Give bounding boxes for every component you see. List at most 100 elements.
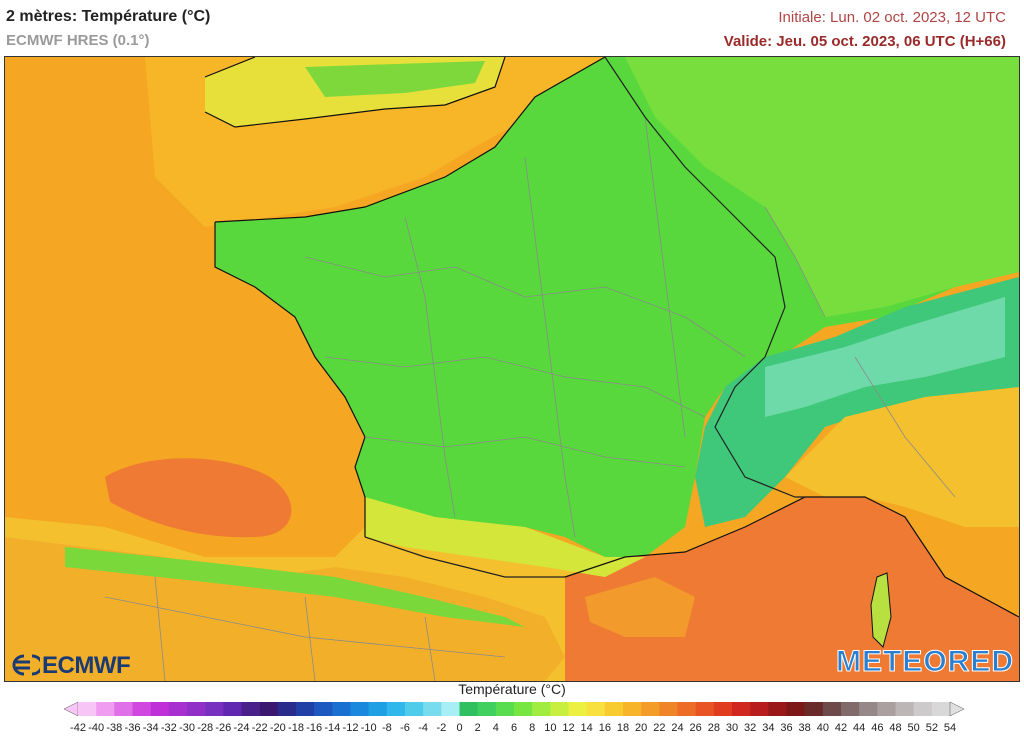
legend-swatch [604, 702, 624, 716]
legend-swatch [477, 702, 497, 716]
legend-ticks: -42 -40 -38 -36 -34 -32 -30 -28 -26 -24 -22 -20 -18-… [0, 722, 1024, 736]
model-label: ECMWF HRES (0.1°) [6, 32, 150, 49]
pyrenees [65, 547, 525, 627]
legend-swatch [459, 702, 478, 716]
legend-tick-label: 38 [798, 722, 811, 734]
legend-swatch [205, 702, 224, 716]
legend-swatch [223, 702, 242, 716]
legend-swatch [277, 702, 297, 716]
legend-tick-label: -14 [324, 722, 341, 734]
legend-swatch [514, 702, 533, 716]
legend-tick-label: 50 [907, 722, 920, 734]
legend-tick-label: 32 [744, 722, 757, 734]
alps-snow [765, 297, 1005, 417]
legend-tick-label: -16 [306, 722, 323, 734]
legend-swatch [586, 702, 606, 716]
legend-swatch [895, 702, 914, 716]
legend-tick-label: -10 [360, 722, 377, 734]
legend-tick-label: 52 [925, 722, 938, 734]
legend-tick-label: 12 [562, 722, 575, 734]
legend-swatch [550, 702, 569, 716]
north-coastline [214, 57, 606, 223]
legend-tick-label: -30 [179, 722, 195, 734]
legend-swatch [822, 702, 842, 716]
legend-tick-label: -24 [233, 722, 250, 734]
po-valley [785, 387, 1019, 527]
legend-swatch [314, 702, 333, 716]
legend-tick-label: 18 [616, 722, 630, 734]
legend-tick-label: -28 [197, 722, 214, 734]
legend-tick-label: 46 [871, 722, 884, 734]
temperature-color-scale [64, 701, 964, 717]
legend-tick-label: 44 [853, 722, 866, 734]
legend-swatch [804, 702, 824, 716]
legend-tick-label: 28 [707, 722, 720, 734]
legend-tick-label: 24 [671, 722, 684, 734]
legend-title: Température (°C) [458, 681, 566, 697]
legend-swatch [495, 702, 515, 716]
legend-swatch [332, 702, 351, 716]
legend-tick-label: 4 [492, 722, 499, 734]
legend-swatch [150, 702, 170, 716]
legend-tick-label: -42 [70, 722, 86, 734]
legend-tick-label: 54 [943, 722, 957, 734]
legend-tick-label: 2 [474, 722, 481, 734]
west-coastline [214, 222, 366, 537]
legend-tick-label: 22 [653, 722, 666, 734]
initial-time: Initiale: Lun. 02 oct. 2023, 12 UTC [778, 9, 1006, 26]
legend-tick-label: -12 [342, 722, 359, 734]
map-title: 2 mètres: Température (°C) [6, 8, 211, 25]
france-south-band [365, 497, 645, 577]
legend-swatch [532, 702, 551, 716]
legend-swatch [786, 702, 805, 716]
legend-tick-label: -40 [88, 722, 105, 734]
legend-tick-label: 0 [456, 722, 463, 734]
legend-tick-label: 26 [689, 722, 702, 734]
legend-tick-label: 40 [816, 722, 829, 734]
legend-tick-label: 10 [544, 722, 557, 734]
legend-swatch [641, 702, 660, 716]
legend-swatch [859, 702, 878, 716]
legend-tick-label: 8 [529, 722, 536, 734]
legend-swatch [713, 702, 733, 716]
uk-green [305, 61, 485, 97]
legend-swatch [732, 702, 751, 716]
legend-swatch [350, 702, 369, 716]
legend-swatch [768, 702, 787, 716]
ecmwf-logo-text: ECMWF [42, 652, 131, 679]
legend-tick-label: 36 [780, 722, 793, 734]
legend-swatch [296, 702, 315, 716]
legend-tick-label: -34 [142, 722, 159, 734]
legend-tick-label: 30 [725, 722, 739, 734]
legend-swatch [386, 702, 406, 716]
map-canvas [5, 57, 1019, 681]
legend-tick-label: 6 [510, 722, 518, 734]
legend-swatch [132, 702, 151, 716]
legend-swatch [659, 702, 678, 716]
legend-tick-label: 48 [889, 722, 902, 734]
legend-swatch [405, 702, 424, 716]
legend-swatch [913, 702, 933, 716]
temperature-map[interactable] [4, 56, 1020, 682]
legend-tick-label: -26 [215, 722, 232, 734]
legend-tick-label: -8 [381, 722, 392, 734]
legend-swatch [931, 702, 951, 716]
legend-tick-label: -6 [400, 722, 410, 734]
legend-swatch [259, 702, 279, 716]
biscay-hot-spot [105, 458, 292, 538]
germany-green [625, 57, 1019, 317]
legend-tick-label: 20 [635, 722, 648, 734]
legend-tick-label: -32 [160, 722, 177, 734]
uk-coastline [204, 57, 506, 128]
legend-swatch [568, 702, 587, 716]
ecmwf-logo: ECMWF [10, 652, 131, 680]
legend-swatch [114, 702, 133, 716]
legend-tick-label: 14 [580, 722, 593, 734]
legend-tick-label: -20 [269, 722, 286, 734]
gulf-of-lion [585, 577, 695, 637]
legend-tick-label: -4 [418, 722, 429, 734]
valid-time: Valide: Jeu. 05 oct. 2023, 06 UTC (H+66) [723, 33, 1006, 50]
legend-tick-label: 42 [834, 722, 848, 734]
legend-tick-label: -18 [288, 722, 304, 734]
region-borders [104, 116, 956, 681]
